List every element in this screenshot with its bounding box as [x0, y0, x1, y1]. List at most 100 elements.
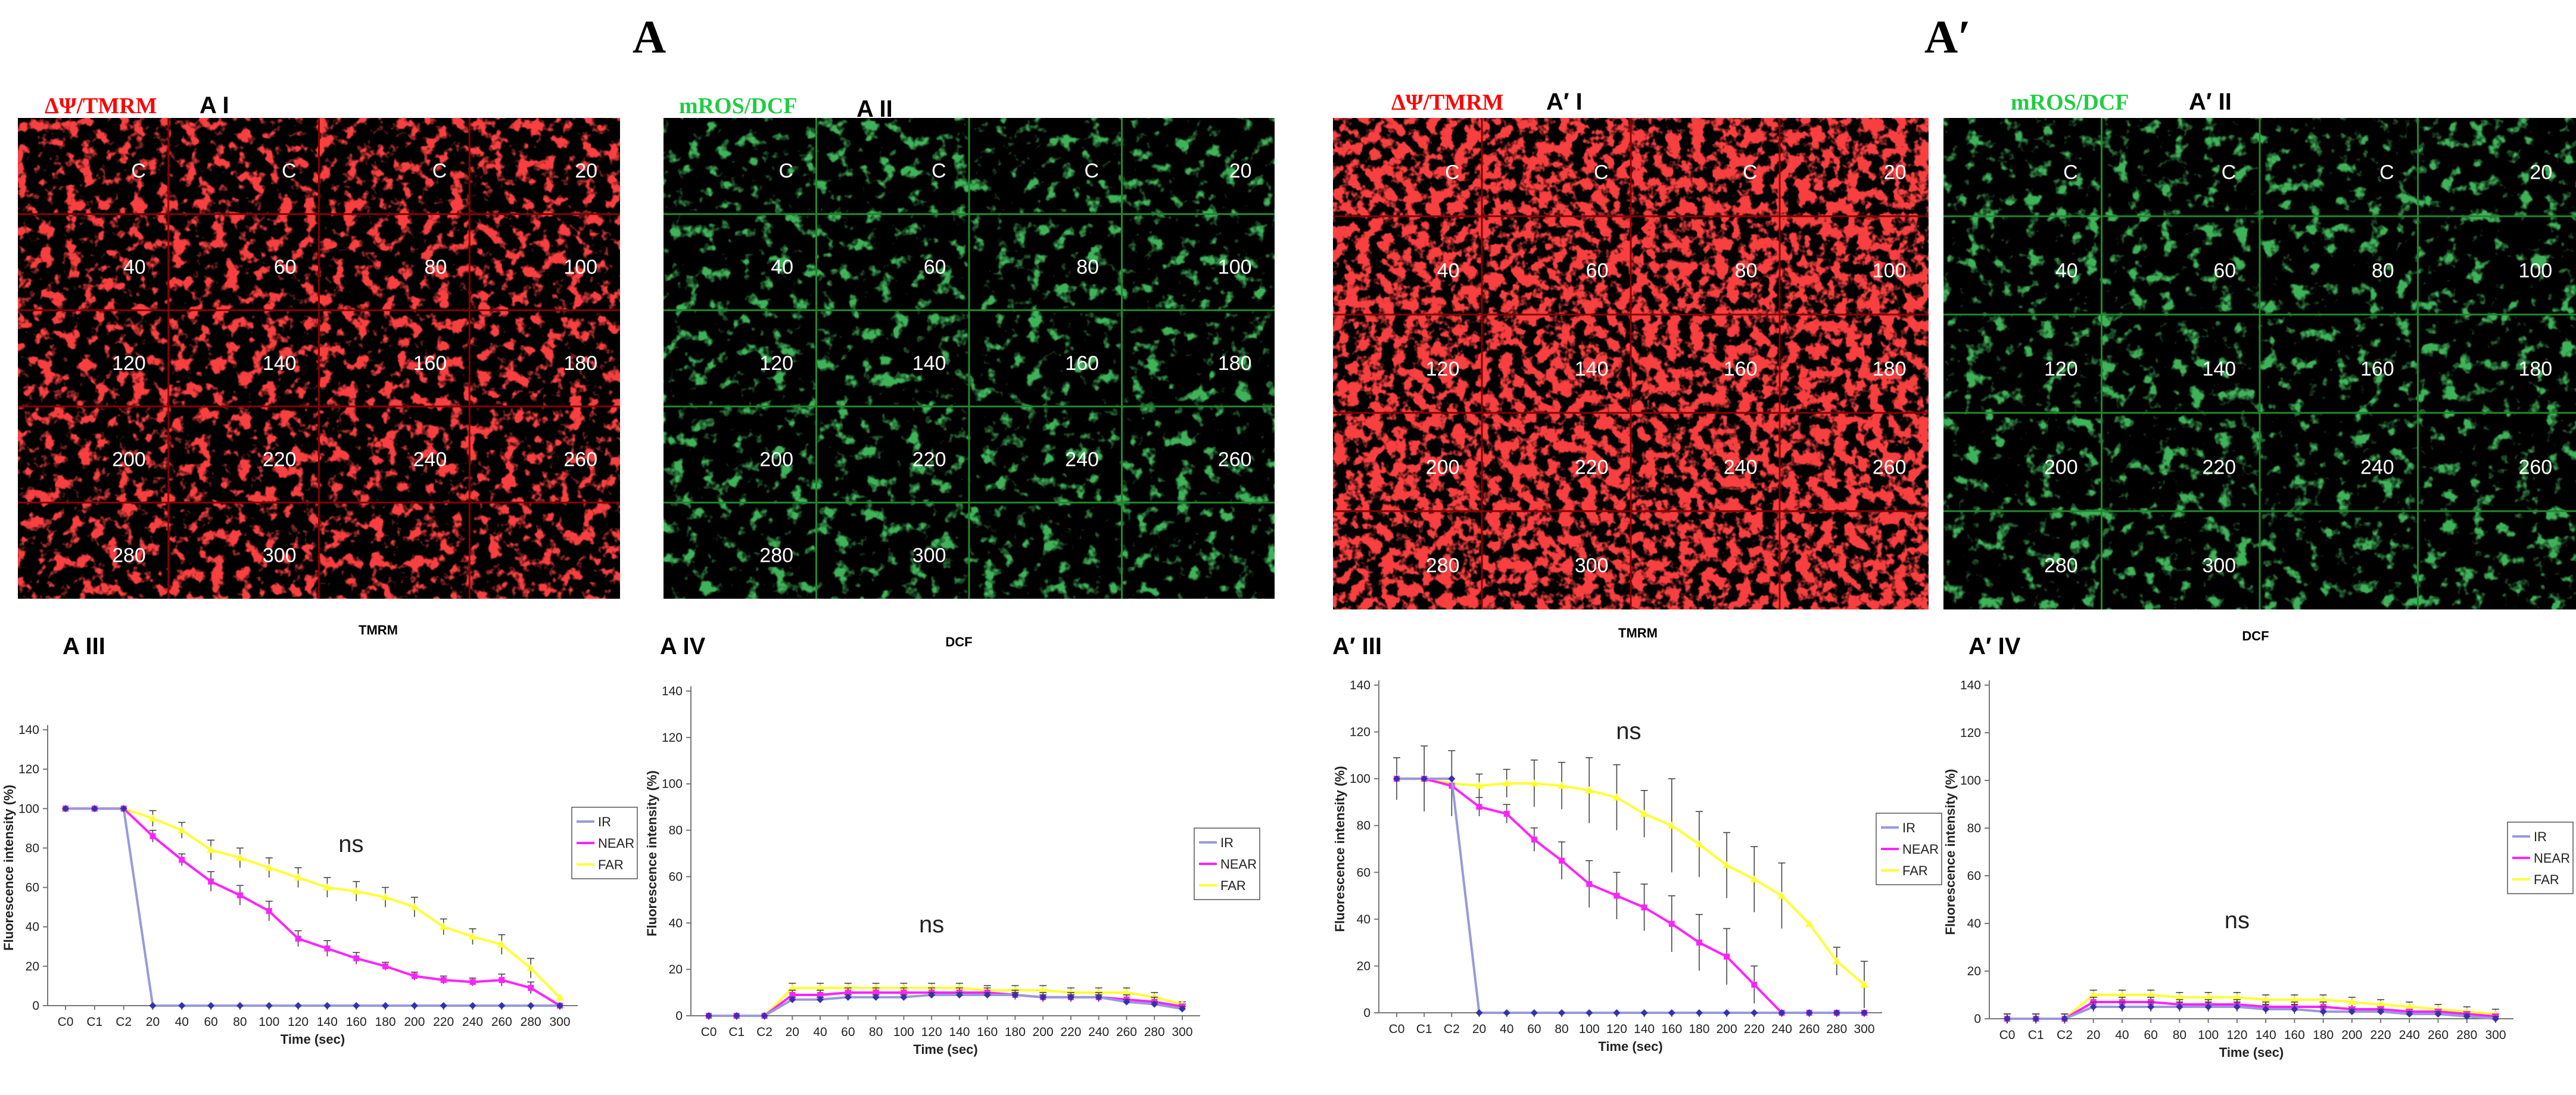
- chart-sublabel: A IV: [660, 633, 706, 660]
- data-point: [1612, 793, 1621, 801]
- data-point: [983, 991, 991, 998]
- legend-label: IR: [598, 814, 611, 829]
- tile-time-label: C: [2222, 161, 2237, 183]
- data-point: [410, 903, 419, 910]
- tile-time-label: 220: [912, 448, 946, 471]
- x-tick-label: C1: [1416, 1022, 1432, 1036]
- x-tick-label: 200: [404, 1015, 425, 1029]
- data-point: [1179, 1005, 1186, 1013]
- tile-time-label: 100: [1218, 256, 1252, 278]
- data-point: [1722, 861, 1731, 869]
- x-tick-label: 100: [258, 1015, 279, 1029]
- data-point: [2319, 996, 2328, 1003]
- data-point: [789, 991, 796, 998]
- tile-time-label: C: [432, 160, 447, 182]
- series-line-near: [66, 807, 561, 1007]
- data-point: [2004, 1015, 2011, 1022]
- y-tick-label: 40: [1967, 917, 1981, 931]
- x-tick-label: 60: [204, 1015, 217, 1029]
- data-point: [2347, 998, 2356, 1005]
- series-line-near: [2007, 1001, 2496, 1020]
- tile-time-label: C: [1594, 161, 1609, 183]
- data-point: [1668, 1009, 1675, 1016]
- data-point: [1805, 1009, 1813, 1016]
- data-point: [468, 932, 477, 940]
- data-point: [1558, 781, 1566, 789]
- x-tick-label: C2: [2057, 1028, 2073, 1042]
- legend-label: IR: [2534, 829, 2547, 844]
- data-point: [265, 1002, 273, 1009]
- x-tick-label: C0: [701, 1025, 717, 1039]
- tile-time-label: 140: [263, 352, 297, 375]
- data-point: [1832, 957, 1841, 965]
- x-tick-label: 220: [2371, 1028, 2391, 1042]
- tile-labels: C C C 20 40 60 80 100 120 140 160 180 200 220 240 260 28…: [112, 160, 597, 567]
- chart-a-iii: A III TMRM 0 20 40 60 80 100 120 140 C0 C1 C2 20 40 60 8…: [1, 623, 638, 1047]
- x-axis-title: Time (sec): [1598, 1039, 1662, 1054]
- y-tick-label: 100: [18, 802, 39, 816]
- data-point: [901, 990, 907, 996]
- tile-time-label: C: [932, 160, 946, 182]
- tile-time-label: 300: [263, 545, 297, 567]
- y-tick-label: 60: [1357, 866, 1370, 879]
- y-tick-label: 0: [1363, 1006, 1370, 1020]
- tile-time-label: 160: [1065, 352, 1099, 375]
- x-tick-label: 140: [317, 1015, 338, 1029]
- legend: IR NEAR FAR: [1876, 813, 1942, 885]
- tile-time-label: C: [2063, 161, 2078, 183]
- tile-time-label: 80: [1735, 259, 1758, 282]
- chart-sublabel: A′ IV: [1968, 633, 2021, 660]
- y-tick-label: 80: [1967, 822, 1981, 835]
- data-point: [149, 833, 156, 839]
- data-point: [1039, 986, 1048, 994]
- data-point: [2147, 1003, 2155, 1010]
- data-point: [2204, 1003, 2212, 1010]
- tile-time-label: 160: [413, 352, 447, 375]
- series-line-far: [66, 807, 561, 999]
- tile-time-label: 140: [2202, 357, 2236, 380]
- y-tick-label: 80: [669, 824, 683, 838]
- x-tick-label: C2: [756, 1025, 773, 1039]
- data-point: [1531, 836, 1537, 843]
- tile-time-label: 280: [759, 545, 793, 567]
- y-tick-label: 120: [662, 731, 683, 745]
- tile-time-label: 40: [123, 256, 146, 278]
- data-point: [411, 973, 418, 979]
- data-point: [1778, 1009, 1786, 1016]
- x-tick-label: 260: [1116, 1025, 1137, 1039]
- y-axis-title: Fluorescence intensity (%): [1, 785, 16, 951]
- data-point: [440, 977, 447, 984]
- data-point: [207, 845, 216, 853]
- data-point: [1448, 775, 1456, 783]
- tile-time-label: 180: [1873, 357, 1907, 380]
- data-point: [2290, 996, 2299, 1003]
- panel-sublabel: A II: [856, 96, 893, 122]
- data-point: [2377, 1008, 2385, 1015]
- data-point: [1558, 1009, 1566, 1016]
- data-point: [2089, 991, 2098, 998]
- x-tick-label: 200: [2341, 1028, 2362, 1042]
- x-tick-label: 160: [1661, 1022, 1682, 1036]
- grid-lines: [1943, 118, 2576, 609]
- significance-annotation: ns: [919, 912, 944, 938]
- data-point: [62, 805, 69, 813]
- tile-time-label: 180: [563, 352, 597, 375]
- series-line-far: [2007, 994, 2496, 1020]
- tile-time-label: 120: [2044, 357, 2078, 380]
- data-point: [1613, 1009, 1621, 1016]
- legend-label: FAR: [1902, 863, 1928, 878]
- series-line-far: [1397, 777, 1865, 986]
- series-far: [705, 982, 1186, 1019]
- y-tick-label: 60: [26, 881, 39, 895]
- data-point: [91, 805, 98, 813]
- tile-time-label: 220: [2202, 456, 2236, 478]
- x-tick-label: 260: [1799, 1022, 1820, 1036]
- data-point: [816, 984, 825, 991]
- x-tick-label: 180: [2313, 1028, 2334, 1042]
- tile-time-label: 240: [2360, 456, 2394, 478]
- x-tick-label: 280: [1826, 1022, 1847, 1036]
- data-point: [177, 826, 186, 833]
- x-tick-label: 80: [1555, 1022, 1568, 1036]
- tile-time-label: 120: [112, 352, 146, 375]
- tile-time-label: C: [1445, 161, 1460, 183]
